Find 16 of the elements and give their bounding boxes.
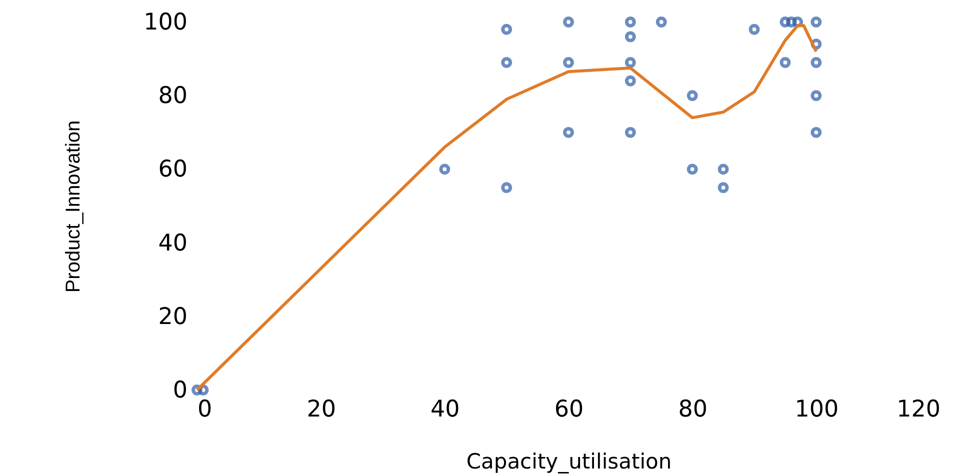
y-tick-label: 80	[158, 83, 188, 110]
y-axis-title: Product_Innovation	[62, 120, 85, 293]
y-tick-label: 60	[158, 156, 188, 183]
x-tick-label: 40	[430, 396, 460, 422]
x-axis-title: Capacity_utilisation	[466, 450, 672, 474]
y-tick-label: 20	[158, 304, 188, 330]
x-tick-label: 120	[896, 396, 940, 422]
y-tick-label: 0	[172, 378, 188, 404]
x-tick-label: 100	[794, 396, 839, 422]
x-tick-label: 60	[554, 396, 584, 422]
line-series	[196, 24, 818, 392]
x-tick-label: 0	[198, 396, 212, 422]
y-tick-label: 100	[144, 10, 188, 36]
y-tick-label: 40	[158, 230, 188, 256]
x-tick-label: 80	[678, 396, 708, 422]
x-tick-label: 20	[306, 396, 336, 422]
